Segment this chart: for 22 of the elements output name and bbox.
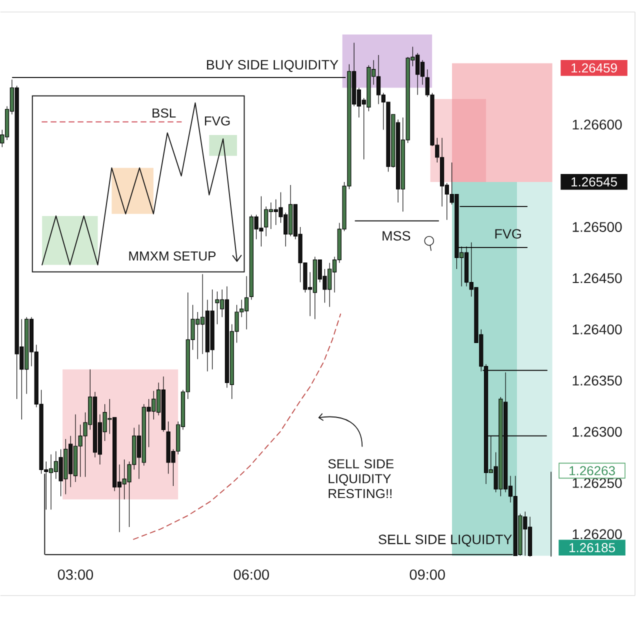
annotation: 1.26459: [572, 64, 617, 73]
y-tick-label: 1.26600: [572, 120, 622, 130]
annotation: FVG: [204, 116, 230, 126]
x-tick-label: 06:00: [234, 570, 269, 580]
annotation: SELL SIDE LIQUIDITY RESTING!!: [328, 459, 394, 498]
annotation: 1.26263: [570, 466, 615, 476]
annotation: SELL SIDE LIQUIDTY: [378, 534, 512, 547]
x-tick-label: 03:00: [58, 570, 94, 580]
y-tick-label: 1.26350: [572, 376, 622, 386]
series-label: BSL: [152, 108, 176, 118]
y-tick-label: 1.26200: [572, 529, 622, 540]
annotation: BUY SIDE LIQUIDITY: [206, 60, 338, 72]
y-tick-label: 1.26400: [572, 324, 622, 335]
annotation: 1.26545: [572, 177, 617, 187]
y-tick-label: 1.26450: [572, 273, 622, 284]
annotation: 1.26185: [570, 543, 615, 552]
x-tick-label: 09:00: [410, 570, 445, 580]
annotation: MSS: [382, 231, 410, 241]
y-tick-label: 1.26300: [572, 427, 622, 437]
text: MMXM SETUP: [129, 252, 216, 261]
annotation: FVG: [495, 229, 521, 239]
y-tick-label: 1.26500: [572, 222, 622, 232]
